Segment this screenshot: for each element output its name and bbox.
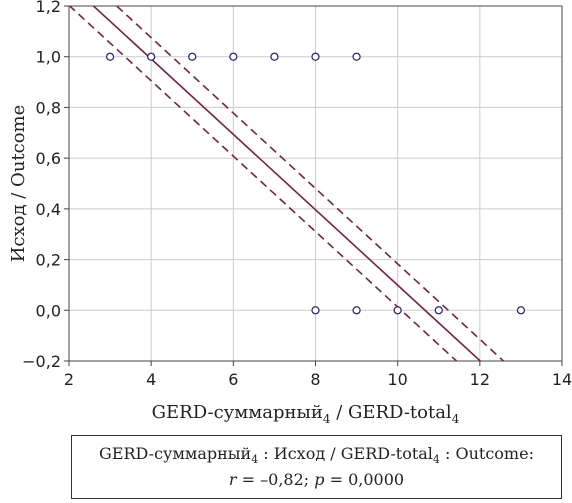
plot-frame xyxy=(68,5,563,362)
caption-line-1: GERD-суммарный4 : Исход / GERD-total4 : … xyxy=(72,442,561,468)
data-point xyxy=(105,52,115,61)
data-point xyxy=(516,306,526,315)
confidence-upper-line xyxy=(115,6,505,361)
data-point xyxy=(311,306,320,315)
x-axis-title: GERD-суммарный4 / GERD-total4 xyxy=(152,402,460,426)
data-point xyxy=(434,306,443,315)
x-tick-label: 12 xyxy=(470,370,490,389)
y-tick-label: 0,2 xyxy=(36,251,61,270)
x-tick-label: 4 xyxy=(146,370,156,389)
y-tick-labels: −0,2 0,0 0,2 0,4 0,6 0,8 1,0 1,2 xyxy=(22,0,61,371)
y-tick-label: 1,2 xyxy=(36,0,61,16)
y-tick-label: −0,2 xyxy=(22,352,61,371)
caption-text-c: : Outcome: xyxy=(439,444,534,463)
x-tick-label: 14 xyxy=(552,370,572,389)
data-points xyxy=(105,52,526,315)
p-label: p xyxy=(314,470,325,489)
y-tick-label: 1,0 xyxy=(36,48,61,67)
caption-sub-1: 4 xyxy=(251,453,259,466)
x-axis-title-main: GERD-суммарный xyxy=(152,402,323,423)
data-point xyxy=(393,306,402,315)
x-tick-labels: 2 4 6 8 10 12 14 xyxy=(64,370,572,389)
y-tick-label: 0,6 xyxy=(36,149,61,168)
data-point xyxy=(311,52,320,61)
x-axis-title-sub1: 4 xyxy=(323,412,331,426)
p-value: = 0,0000 xyxy=(324,470,405,489)
caption-sub-2: 4 xyxy=(432,453,440,466)
scatter-chart: 2 4 6 8 10 12 14 −0,2 0,0 0,2 0,4 0,6 0,8 1,0 1,2 Исх… xyxy=(8,0,572,426)
r-label: r xyxy=(228,470,237,489)
data-point xyxy=(229,52,238,61)
confidence-lower-line xyxy=(69,6,458,361)
correlation-caption: GERD-суммарный4 : Исход / GERD-total4 : … xyxy=(71,435,562,499)
x-axis-title-sub2: 4 xyxy=(452,412,460,426)
data-point xyxy=(147,52,156,61)
x-tick-label: 2 xyxy=(64,370,74,389)
x-axis-title-sep: / GERD-total xyxy=(330,402,451,423)
data-point xyxy=(352,52,361,61)
y-tick-label: 0,4 xyxy=(36,200,61,219)
data-point xyxy=(270,52,279,61)
r-value: = –0,82; xyxy=(236,470,315,489)
y-tick-label: 0,8 xyxy=(36,98,61,117)
data-point xyxy=(188,52,197,61)
y-axis-title: Исход / Outcome xyxy=(8,105,29,263)
caption-text-a: GERD-суммарный xyxy=(99,444,252,463)
data-point xyxy=(352,306,361,315)
caption-line-2: r = –0,82; p = 0,0000 xyxy=(72,468,561,492)
x-tick-label: 10 xyxy=(387,370,407,389)
x-tick-label: 6 xyxy=(228,370,238,389)
caption-text-b: : Исход / GERD-total xyxy=(258,444,433,463)
x-tick-label: 8 xyxy=(310,370,320,389)
y-tick-label: 0,0 xyxy=(36,301,61,320)
